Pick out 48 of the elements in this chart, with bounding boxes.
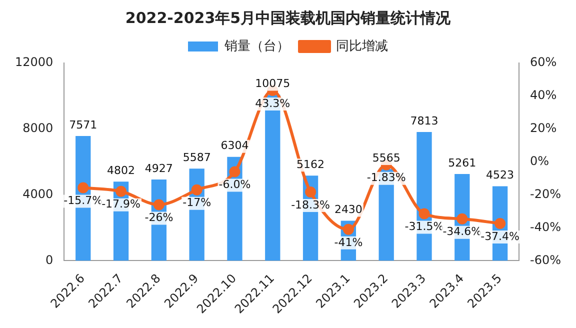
data-label: -34.6%: [442, 225, 482, 238]
data-label: 4927: [144, 162, 173, 175]
data-label: -37.4%: [480, 230, 520, 243]
y-tick-label: 12000: [14, 55, 54, 70]
point: [456, 213, 468, 224]
point: [229, 166, 240, 178]
y-tick-label: 4000: [22, 186, 54, 201]
data-label: -41%: [334, 236, 363, 249]
data-label: 5565: [372, 151, 400, 164]
data-label: 7571: [69, 118, 98, 132]
data-label: 5162: [296, 158, 325, 172]
point: [305, 186, 316, 198]
point: [494, 218, 506, 229]
data-label: 2430: [334, 203, 362, 216]
data-label: 6304: [220, 139, 249, 152]
data-label: 5587: [182, 151, 211, 164]
y2-tick-label: -20%: [530, 186, 562, 201]
data-label: -17%: [182, 196, 212, 210]
data-label: 10075: [255, 77, 290, 90]
data-label: 43.3%: [255, 96, 290, 110]
y2-tick-label: 20%: [530, 121, 557, 136]
y-tick-label: 0: [46, 252, 54, 267]
data-label: -17.9%: [102, 198, 140, 211]
point: [342, 224, 354, 235]
y2-tick-label: -40%: [530, 220, 562, 234]
y-tick-label: 8000: [22, 121, 54, 136]
y2-tick-label: -60%: [530, 252, 562, 267]
data-label: -31.5%: [404, 220, 444, 234]
point: [116, 186, 127, 197]
legend-label: 同比增减: [336, 38, 388, 54]
point: [191, 184, 202, 196]
legend-label: 销量（台）: [224, 38, 290, 54]
point: [78, 182, 89, 194]
data-label: -18.3%: [291, 198, 330, 212]
chart-title: 2022-2023年5月中国装载机国内销量统计情况: [125, 8, 452, 27]
y2-tick-label: 0%: [530, 154, 550, 168]
data-label: 4802: [107, 164, 136, 177]
data-label: -15.7%: [64, 194, 103, 208]
data-label: -6.0%: [218, 178, 251, 192]
data-label: -26%: [144, 211, 174, 224]
y2-tick-label: 40%: [530, 88, 557, 102]
data-label: -1.83%: [366, 171, 406, 184]
point: [153, 199, 164, 210]
data-label: 7813: [410, 114, 438, 128]
y2-tick-label: 60%: [530, 55, 557, 70]
data-label: 5261: [448, 156, 476, 170]
data-label: 4523: [486, 168, 514, 182]
point: [418, 208, 430, 220]
